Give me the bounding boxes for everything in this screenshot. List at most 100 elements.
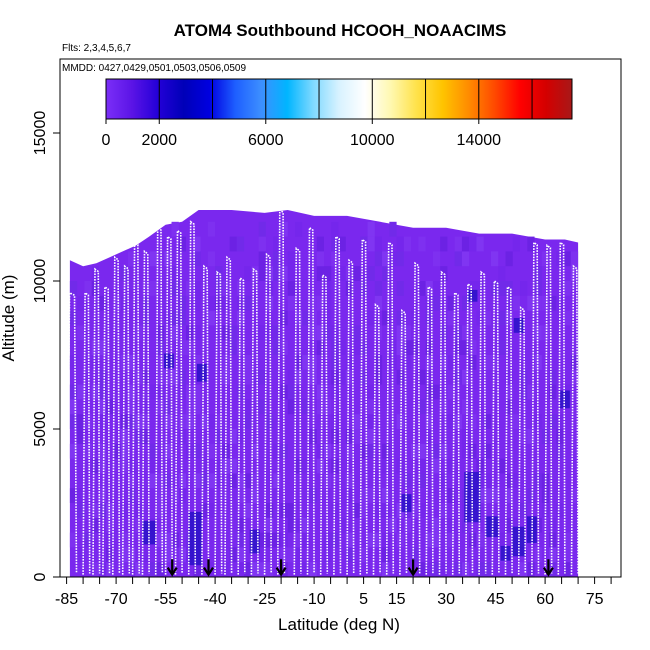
colorbar-tick-label: 10000 [350,132,395,149]
field-cell [316,325,324,341]
field-cell [563,310,571,326]
field-cell [490,488,499,503]
field-cell [324,266,332,281]
field-cell [374,281,383,296]
field-cell [287,547,295,563]
field-cell [142,281,150,296]
field-cell [98,295,107,311]
field-cell [287,295,295,311]
field-cell [418,399,426,415]
field-cell [360,488,368,503]
field-cell [345,532,354,548]
field-cell [382,443,390,459]
field-cell [294,355,303,370]
field-cell [483,414,491,429]
field-cell [222,295,230,311]
field-cell [541,251,550,267]
field-cell [367,266,375,281]
field-cell [244,473,252,489]
field-cell [556,251,564,267]
field-cell [200,473,208,489]
field-cell [563,547,571,563]
field-cell [331,221,339,237]
field-cell [534,295,542,311]
field-cell [273,251,281,267]
field-cell [520,429,528,444]
field-cell [382,266,390,281]
field-cell [302,517,310,533]
flight-profile [174,229,183,575]
field-cell [520,369,528,385]
field-cell [549,384,557,400]
field-cell [309,369,317,385]
field-cell [244,414,252,429]
field-cell [186,399,194,415]
field-cell [498,340,506,355]
field-cell [236,532,245,548]
field-cell [360,547,368,563]
field-cell [98,384,107,400]
flight-profile [385,240,395,575]
field-cell [77,295,85,311]
colorbar-tick-label: 6000 [248,132,284,149]
field-cell [273,532,281,548]
field-cell [476,281,484,296]
field-cell [382,547,390,563]
field-cell [164,369,172,385]
field-cell [331,355,339,370]
field-cell [127,355,136,370]
field-cell [324,281,332,296]
field-cell [200,414,208,429]
x-tick-label: -25 [253,591,276,608]
field-cell [367,310,375,326]
field-cell [316,251,324,267]
field-cell [244,399,252,415]
field-cell [469,236,477,252]
field-cell [425,355,433,370]
field-cell [498,458,506,474]
field-cell [505,473,513,489]
field-cell [91,503,99,518]
field-cell [178,473,187,489]
field-cell [193,562,201,577]
field-cell [440,473,448,489]
field-cell [251,369,259,385]
field-cell [69,414,78,429]
field-cell [302,562,310,577]
field-cell [193,399,201,415]
field-cell [447,488,455,503]
field-cell [244,369,252,385]
field-cell [425,295,433,311]
field-cell [164,251,172,267]
field-cell [229,340,237,355]
field-cell [294,562,303,577]
field-cell [425,310,433,326]
field-cell [432,384,441,400]
flight-profile [276,208,286,575]
field-cell [273,325,281,341]
field-cell [360,266,368,281]
field-cell [324,295,332,311]
field-cell [324,310,332,326]
flight-profile [478,270,487,575]
flight-profile [102,285,111,575]
low-value-patch [512,526,526,557]
field-cell [353,414,361,429]
field-cell [98,458,107,474]
field-cell [461,369,470,385]
field-cell [258,236,266,252]
field-cell [345,473,354,489]
field-cell [120,503,128,518]
field-cell [324,325,332,341]
arrow-head [166,567,178,577]
field-cell [447,414,455,429]
flight-profile [531,240,540,575]
flight-profile [319,273,329,575]
field-cell [490,355,499,370]
field-cell [149,384,158,400]
field-cell [207,310,216,326]
flight-profile [65,291,78,575]
field-cell [316,384,324,400]
field-cell [302,355,310,370]
field-cell [193,384,201,400]
